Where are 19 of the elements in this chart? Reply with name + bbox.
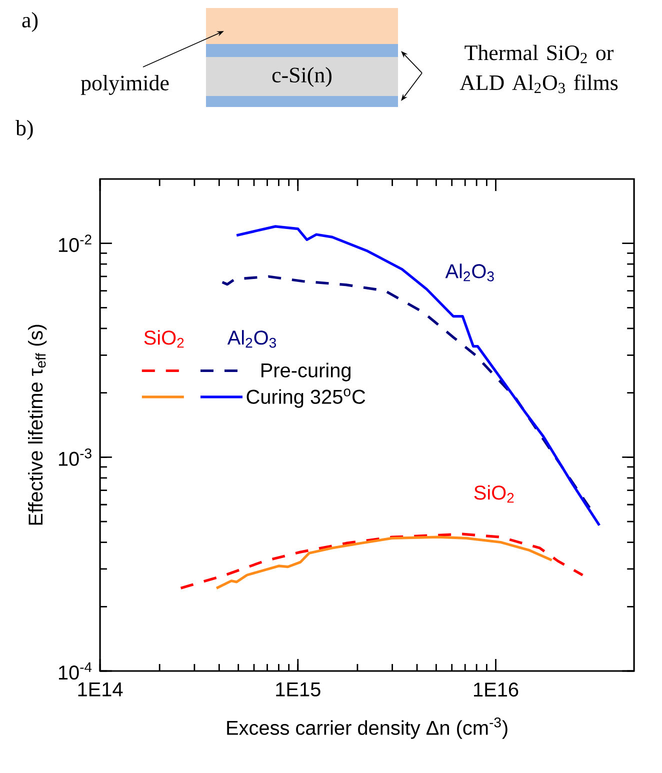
text: a) bbox=[22, 12, 38, 32]
text: polyimide bbox=[80, 75, 169, 95]
y-tick-label: 10$^{-2}$ bbox=[58, 234, 92, 252]
text: c-Si(n) bbox=[272, 67, 332, 87]
y-tick-label: 10$^{-4}$ bbox=[58, 662, 92, 680]
text: Thermal SiO$_{2}$ or ALD Al$_{2}$O$_{3}$ films bbox=[460, 44, 618, 94]
annotation: SiO$_{2}$ bbox=[474, 485, 514, 503]
chart-title: b) bbox=[15, 120, 33, 140]
legend-label: Curing 325$^{o}$C bbox=[246, 388, 365, 408]
annotation: Al$_{2}$O$_{3}$ bbox=[227, 330, 276, 348]
annotation: SiO$_{2}$ bbox=[144, 330, 184, 348]
y-axis-title: Effective lifetime τ$_{eff}$ (s) bbox=[28, 324, 46, 525]
y-tick-label: 10$^{-3}$ bbox=[58, 448, 92, 466]
legend-label: Pre-curing bbox=[261, 362, 350, 382]
x-tick-label: 1E14 bbox=[78, 682, 123, 696]
x-tick-label: 1E16 bbox=[474, 682, 518, 697]
x-tick-label: 1E15 bbox=[276, 682, 320, 696]
x-axis-title: Excess carrier density Δn (cm$^{-3}$) bbox=[226, 717, 508, 739]
annotation: Al$_{2}$O$_{3}$ bbox=[445, 264, 494, 282]
